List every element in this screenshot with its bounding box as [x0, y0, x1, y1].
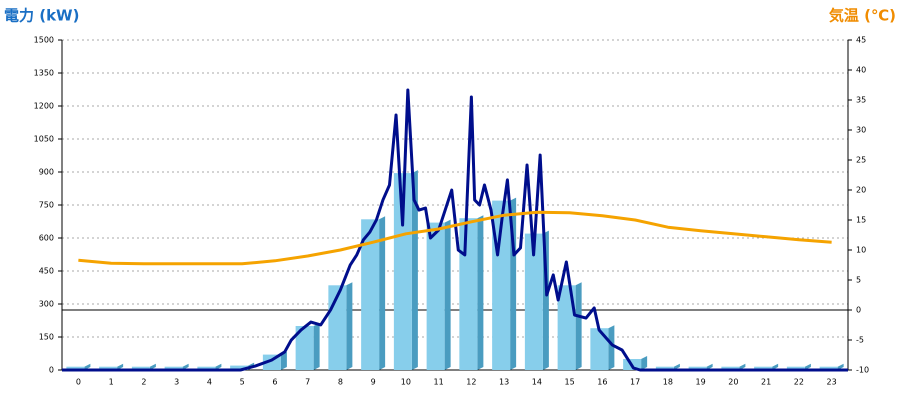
bar — [295, 326, 314, 370]
bar — [688, 366, 707, 370]
x-tick-label: 14 — [532, 378, 542, 387]
x-tick-label: 11 — [434, 378, 444, 387]
y-tick-label: 150 — [39, 333, 54, 342]
bar-side — [772, 363, 779, 370]
bar — [721, 366, 740, 370]
y2-tick-label: 0 — [856, 306, 861, 315]
y2-tick-label: -10 — [856, 366, 869, 375]
y2-tick-label: 30 — [856, 126, 866, 135]
x-tick-label: 6 — [272, 378, 277, 387]
y2-tick-label: 20 — [856, 186, 866, 195]
y-tick-label: 1050 — [34, 135, 54, 144]
x-tick-label: 10 — [401, 378, 411, 387]
y2-tick-label: 35 — [856, 96, 866, 105]
bar — [131, 366, 150, 370]
bar — [754, 366, 773, 370]
bar-side — [280, 351, 287, 370]
y-tick-label: 300 — [39, 300, 54, 309]
bar-side — [182, 363, 189, 370]
x-tick-label: 15 — [565, 378, 575, 387]
y2-tick-label: 10 — [856, 246, 866, 255]
bar-side — [641, 356, 648, 370]
x-tick-label: 3 — [174, 378, 179, 387]
x-tick-label: 17 — [630, 378, 640, 387]
bar-side — [215, 363, 222, 370]
x-tick-label: 0 — [76, 378, 81, 387]
y-tick-label: 1200 — [34, 102, 54, 111]
x-tick-label: 5 — [240, 378, 245, 387]
x-tick-label: 1 — [109, 378, 114, 387]
x-tick-label: 23 — [827, 378, 837, 387]
x-tick-label: 2 — [141, 378, 146, 387]
x-tick-label: 22 — [794, 378, 804, 387]
y-tick-label: 0 — [49, 366, 54, 375]
y-tick-label: 1500 — [34, 36, 54, 45]
bar-side — [575, 282, 582, 370]
bar-side — [706, 363, 713, 370]
y-tick-label: 750 — [39, 201, 54, 210]
bar-side — [379, 216, 386, 370]
x-tick-label: 19 — [696, 378, 706, 387]
bar — [99, 366, 118, 370]
bar-side — [313, 323, 320, 370]
bar-side — [117, 363, 124, 370]
bar — [590, 328, 609, 370]
bar-side — [739, 363, 746, 370]
x-tick-label: 8 — [338, 378, 343, 387]
bar-side — [477, 215, 484, 370]
y2-tick-label: 15 — [856, 216, 866, 225]
bar-side — [149, 363, 156, 370]
x-tick-label: 12 — [466, 378, 476, 387]
y2-tick-label: 25 — [856, 156, 866, 165]
x-tick-label: 21 — [761, 378, 771, 387]
y2-tick-label: -5 — [856, 336, 864, 345]
bar-side — [837, 363, 844, 370]
y2-axis-title: 気温 (℃) — [829, 7, 896, 25]
x-tick-label: 16 — [597, 378, 607, 387]
y-tick-label: 900 — [39, 168, 54, 177]
bar-side — [804, 363, 811, 370]
bar-side — [608, 325, 615, 370]
bar-side — [411, 170, 418, 370]
x-tick-label: 7 — [305, 378, 310, 387]
bar-side — [84, 363, 91, 370]
x-tick-label: 13 — [499, 378, 509, 387]
bar — [459, 218, 478, 370]
y2-tick-label: 5 — [856, 276, 861, 285]
x-tick-label: 4 — [207, 378, 212, 387]
bar — [164, 366, 183, 370]
x-tick-label: 20 — [728, 378, 738, 387]
y-tick-label: 600 — [39, 234, 54, 243]
bar — [66, 366, 85, 370]
bar — [786, 366, 805, 370]
x-tick-label: 9 — [371, 378, 376, 387]
bar — [230, 365, 249, 370]
bar — [426, 222, 445, 370]
bar-side — [673, 363, 680, 370]
bar — [393, 173, 412, 370]
bar — [819, 366, 838, 370]
line — [78, 210, 832, 266]
y2-tick-label: 45 — [856, 36, 866, 45]
bar — [361, 219, 380, 370]
y2-tick-label: 40 — [856, 66, 866, 75]
bar — [557, 285, 576, 370]
y-tick-label: 450 — [39, 267, 54, 276]
x-tick-label: 18 — [663, 378, 673, 387]
bar — [524, 233, 543, 370]
y-tick-label: 1350 — [34, 69, 54, 78]
bar-side — [444, 219, 451, 370]
line — [62, 88, 848, 372]
y-axis-title: 電力 (kW) — [4, 7, 79, 25]
bar — [197, 366, 216, 370]
bar-side — [346, 282, 353, 370]
bar — [655, 366, 674, 370]
